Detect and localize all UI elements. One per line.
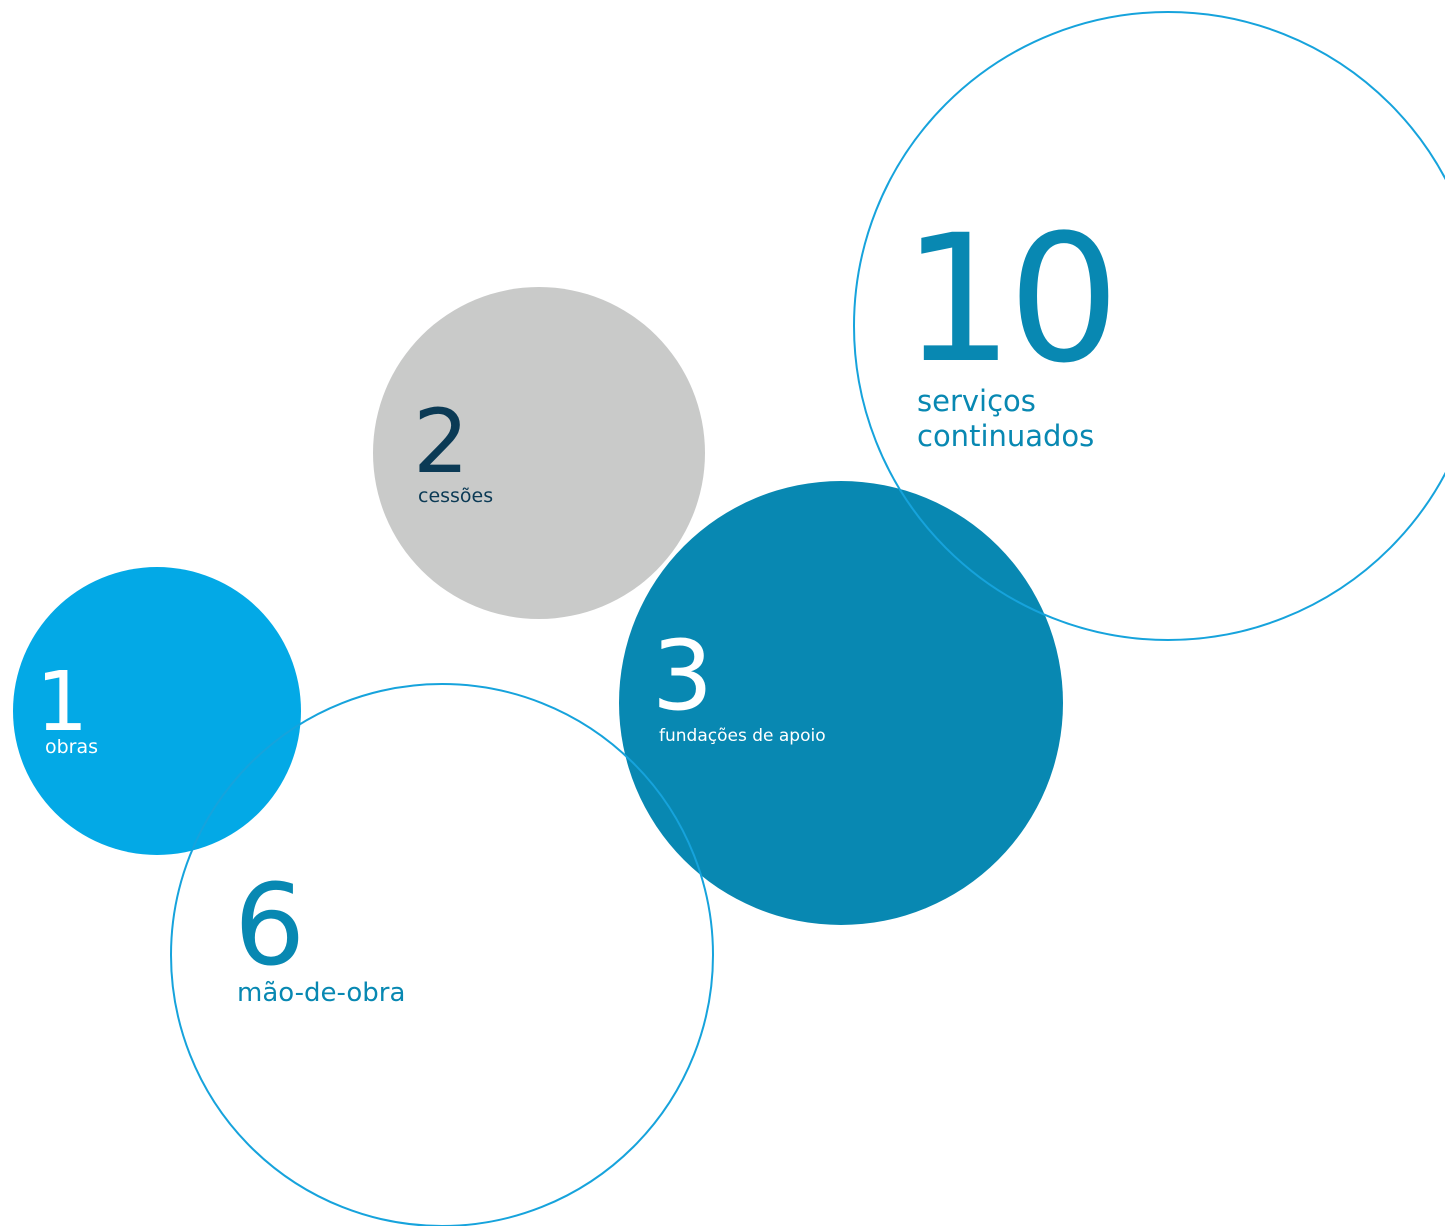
value-servicos-continuados: 10: [902, 197, 1120, 402]
bubble-obras: [13, 567, 301, 855]
value-mao-de-obra: 6: [234, 861, 306, 991]
value-fundacoes-de-apoio: 3: [652, 620, 714, 732]
value-obras: 1: [36, 655, 89, 750]
bubble-cessoes: [373, 287, 705, 619]
label-cessoes: cessões: [418, 485, 494, 507]
bubble-servicos-continuados: [853, 11, 1445, 641]
label-mao-de-obra: mão-de-obra: [237, 978, 406, 1008]
label-obras: obras: [45, 736, 99, 758]
label-servicos-continuados: serviços continuados: [917, 384, 1095, 453]
value-cessoes: 2: [413, 390, 469, 493]
bubble-fundacoes-de-apoio: [619, 481, 1063, 925]
bubble-mao-de-obra: [170, 683, 714, 1226]
label-fundacoes-de-apoio: fundações de apoio: [659, 726, 826, 746]
